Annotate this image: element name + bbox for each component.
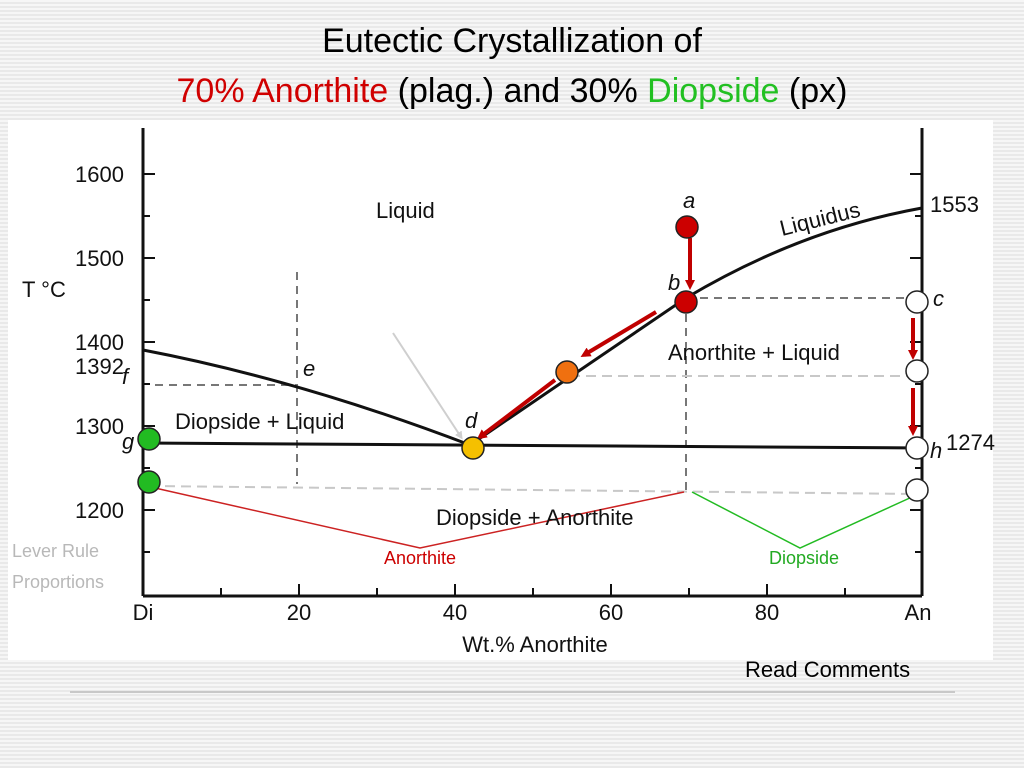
x-tick-label: 80 [755, 600, 779, 625]
read-comments-link[interactable]: Read Comments [745, 657, 911, 682]
x-ticks [220, 584, 846, 596]
marker-b [674, 290, 698, 314]
y-tick-label: 1400 [75, 330, 124, 355]
x-tick-label: 60 [599, 600, 623, 625]
title-text: Eutectic Crystallization of [322, 22, 702, 60]
field-anorthite-liquid: Anorthite + Liquid [668, 340, 840, 365]
slide-title-line1: Eutectic Crystallization of [0, 22, 1024, 61]
anorthite-lever-line [154, 487, 685, 549]
field-diopside-anorthite: Diopside + Anorthite [436, 505, 634, 530]
label-h: h [930, 438, 942, 463]
y-axis-label: T °C [22, 277, 66, 302]
x-tick-label: An [905, 600, 932, 625]
footer-divider [70, 691, 955, 693]
lever-rule-label: Lever Rule [12, 541, 99, 561]
title-plag: (plag.) and 30% [397, 72, 638, 110]
x-axis-label: Wt.% Anorthite [462, 632, 608, 657]
temp-1274-label: 1274 [946, 430, 995, 455]
marker-d [461, 436, 485, 460]
temp-1553-label: 1553 [930, 192, 979, 217]
light-dashed-guides [148, 375, 918, 495]
marker-a [675, 215, 699, 239]
y-tick-label: 1300 [75, 414, 124, 439]
field-liquid: Liquid [376, 198, 435, 223]
anorthite-liquidus [469, 206, 923, 447]
y-tick-label: 1200 [75, 498, 124, 523]
x-tick-label: 20 [287, 600, 311, 625]
y-tick-label: 1600 [75, 162, 124, 187]
title-px: (px) [788, 72, 848, 110]
label-g: g [122, 429, 135, 454]
diopside-lever-line [691, 491, 913, 549]
marker-c-mid [905, 359, 929, 383]
anorthite-lever-label: Anorthite [384, 548, 456, 568]
dashed-guides [155, 272, 917, 492]
marker-g [137, 427, 161, 451]
label-a: a [683, 188, 695, 213]
temp-1392-label: 1392 [75, 354, 124, 379]
field-diopside-liquid: Diopside + Liquid [175, 409, 344, 434]
marker-g-solid [137, 470, 161, 494]
marker-cooling [555, 360, 579, 384]
eutectic-pointer [392, 332, 463, 440]
label-b: b [668, 270, 680, 295]
x-tick-label: Di [133, 600, 154, 625]
diopside-lever-label: Diopside [769, 548, 839, 568]
label-e: e [303, 356, 315, 381]
slide-title-line2: 70% Anorthite (plag.) and 30% Diopside (… [0, 72, 1024, 111]
marker-h-solid [905, 478, 929, 502]
title-diopside: Diopside [647, 72, 780, 110]
lever-rule-label-2: Proportions [12, 572, 104, 592]
diopside-liquidus [142, 348, 471, 447]
title-anorthite-percent: 70% Anorthite [176, 72, 389, 110]
x-tick-label: 40 [443, 600, 467, 625]
plot-panel [8, 120, 993, 660]
marker-h [905, 436, 929, 460]
eutectic-line [142, 441, 923, 450]
label-c: c [933, 286, 944, 311]
label-f: f [122, 364, 131, 389]
marker-c [905, 290, 929, 314]
y-tick-label: 1500 [75, 246, 124, 271]
label-d: d [465, 408, 478, 433]
crystallization-arrows [476, 238, 918, 440]
